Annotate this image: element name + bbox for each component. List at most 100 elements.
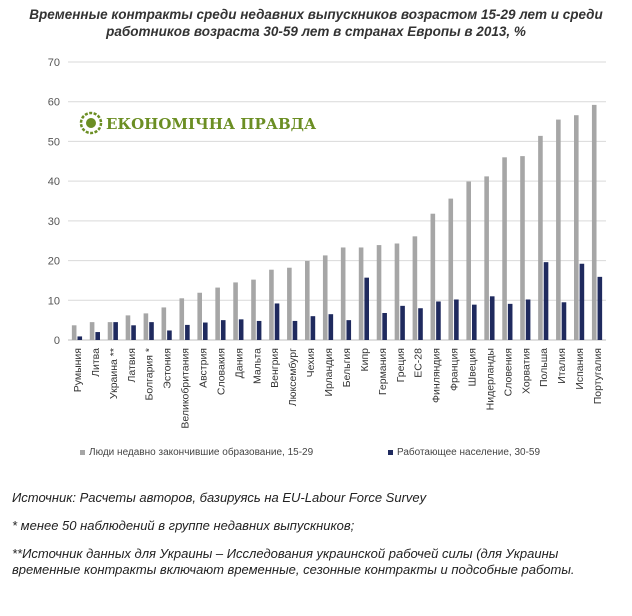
x-tick-label: ЕС-28 [413, 348, 425, 378]
x-tick-label: Румыния [72, 348, 84, 392]
bar-workers [131, 325, 136, 340]
y-tick-label: 30 [48, 216, 60, 228]
x-tick-label: Кипр [359, 348, 371, 372]
bar-graduates [340, 247, 346, 340]
bar-graduates [197, 292, 202, 340]
legend: Люди недавно закончившие образование, 15… [80, 446, 540, 458]
bar-graduates [466, 181, 471, 340]
bar-workers [597, 276, 603, 340]
bar-graduates [430, 213, 436, 340]
x-tick-label: Хорватия [520, 348, 532, 394]
x-tick-label: Венгрия [269, 348, 281, 388]
bar-workers [489, 296, 495, 340]
bar-workers [346, 320, 352, 340]
legend-label-workers: Работающее население, 30-59 [397, 446, 540, 458]
bar-workers [310, 316, 316, 340]
x-tick-label: Нидерланды [484, 348, 496, 410]
bar-workers [507, 303, 513, 340]
bars [71, 104, 603, 341]
bar-graduates [305, 260, 310, 340]
y-tick-label: 50 [48, 136, 60, 148]
y-axis: 0 10 20 30 40 50 60 70 [48, 57, 60, 347]
bar-graduates [161, 307, 167, 340]
bar-workers [203, 322, 208, 340]
y-tick-label: 10 [48, 295, 60, 307]
bar-workers [436, 301, 441, 340]
x-tick-label: Германия [377, 348, 389, 395]
bar-workers [400, 305, 405, 340]
x-tick-label: Латвия [126, 348, 138, 382]
bar-workers [256, 320, 262, 340]
bar-workers [149, 322, 154, 340]
x-tick-label: Италия [556, 348, 568, 384]
x-tick-label: Франция [449, 348, 461, 391]
bar-graduates [89, 322, 95, 340]
bar-graduates [502, 157, 507, 340]
notes: Источник: Расчеты авторов, базируясь на … [12, 490, 624, 590]
legend-swatch-workers [388, 450, 393, 455]
y-tick-label: 0 [54, 335, 60, 347]
bar-graduates [484, 176, 489, 340]
source-note: Источник: Расчеты авторов, базируясь на … [12, 490, 427, 505]
x-tick-label: Польша [538, 348, 550, 387]
logo: ЕКОНОМІЧНА ПРАВДА [79, 111, 317, 135]
bar-workers [525, 299, 531, 340]
bar-graduates [143, 313, 149, 340]
x-tick-label: Австрия [198, 348, 210, 388]
bar-chart: 0 10 20 30 40 50 60 70 Румыния Литва Украина ** Ла… [48, 57, 606, 458]
bar-graduates [269, 269, 274, 340]
bar-graduates [394, 243, 400, 340]
bar-workers [364, 277, 369, 340]
bar-graduates [287, 267, 292, 340]
bar-graduates [520, 156, 525, 340]
gridlines [68, 61, 606, 341]
bar-workers [220, 320, 226, 340]
x-tick-label: Швеция [467, 348, 479, 387]
x-tick-label: Ирландия [323, 348, 335, 396]
x-tick-label: Великобритания [180, 348, 192, 429]
x-tick-label: Словения [502, 348, 514, 396]
bar-graduates [412, 236, 418, 340]
chart-title: Временные контракты среди недавних выпус… [29, 7, 603, 39]
x-tick-label: Испания [574, 348, 586, 390]
footnote-2: **Источник данных для Украины – Исследов… [12, 546, 575, 577]
bar-workers [328, 314, 334, 340]
bar-graduates [107, 322, 113, 340]
x-axis: Румыния Литва Украина ** Латвия Болгария * Эс… [72, 348, 604, 429]
bar-workers [543, 262, 549, 340]
bar-workers [454, 299, 459, 340]
y-tick-label: 40 [48, 176, 60, 188]
bar-graduates [251, 279, 256, 340]
bar-graduates [179, 298, 185, 340]
x-tick-label: Португалия [592, 348, 604, 404]
x-tick-label: Украина ** [108, 348, 120, 399]
bar-workers [274, 303, 280, 340]
bar-workers [185, 324, 190, 340]
y-tick-label: 70 [48, 57, 60, 69]
bar-graduates [215, 287, 220, 340]
legend-label-graduates: Люди недавно закончившие образование, 15… [89, 446, 314, 458]
x-tick-label: Чехия [305, 348, 317, 377]
x-tick-label: Люксембург [287, 348, 299, 406]
x-tick-label: Словакия [215, 348, 227, 395]
bar-workers [292, 320, 298, 340]
bar-workers [472, 304, 477, 340]
bar-graduates [71, 325, 77, 340]
bar-graduates [125, 315, 131, 340]
bar-workers [561, 302, 567, 340]
x-tick-label: Мальта [251, 348, 263, 384]
bar-graduates [233, 282, 238, 340]
bar-graduates [538, 135, 543, 340]
bar-workers [95, 332, 100, 340]
x-tick-label: Финляндия [431, 348, 443, 403]
y-tick-label: 20 [48, 256, 60, 268]
bar-graduates [322, 255, 328, 340]
bar-workers [167, 330, 172, 340]
bar-workers [77, 336, 83, 340]
bar-graduates [556, 119, 561, 340]
bar-workers [382, 312, 387, 340]
bar-graduates [574, 115, 579, 341]
logo-text: ЕКОНОМІЧНА ПРАВДА [106, 115, 317, 133]
bar-workers [418, 308, 423, 340]
bar-graduates [376, 245, 382, 340]
